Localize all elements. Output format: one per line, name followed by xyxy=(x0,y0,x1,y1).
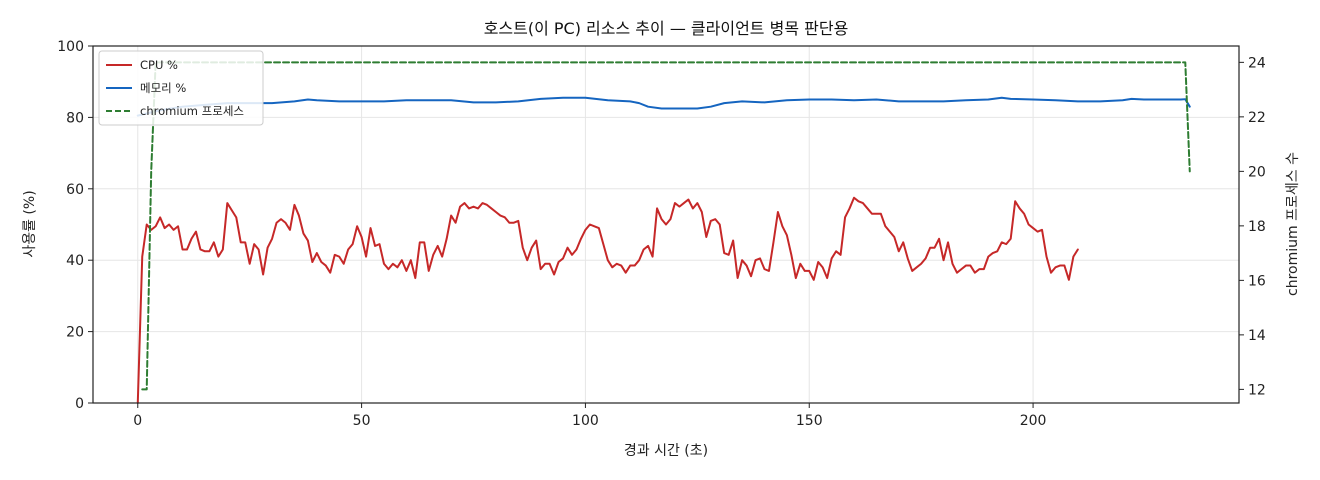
x-axis-title: 경과 시간 (초) xyxy=(624,443,708,459)
legend-box xyxy=(98,50,264,126)
y-right-tick-label: 12 xyxy=(1248,382,1266,398)
y-left-tick-label: 100 xyxy=(57,39,84,55)
y-left-tick-label: 80 xyxy=(66,110,84,126)
y-right-tick-label: 18 xyxy=(1248,219,1266,235)
y-right-tick-label: 24 xyxy=(1248,55,1266,71)
x-tick-label: 200 xyxy=(1020,413,1047,429)
y-left-tick-label: 40 xyxy=(66,253,84,269)
y-left-tick-label: 20 xyxy=(66,325,84,341)
y-right-tick-label: 14 xyxy=(1248,328,1266,344)
series-line-memory xyxy=(136,96,1191,117)
y-left-tick-label: 60 xyxy=(66,182,84,198)
legend-label-memory: 메모리 % xyxy=(140,81,186,95)
legend-label-chromium: chromium 프로세스 xyxy=(140,104,244,118)
series-line-cpu xyxy=(136,196,1079,404)
y-axis-right-title: chromium 프로세스 수 xyxy=(1285,152,1301,296)
y-left-tick-label: 0 xyxy=(75,396,84,412)
x-tick-label: 50 xyxy=(353,413,371,429)
y-axis-left-title: 사용률 (%) xyxy=(22,190,38,257)
series-layer xyxy=(136,61,1191,404)
plot-frame xyxy=(92,45,1240,404)
y-right-tick-label: 20 xyxy=(1248,164,1266,180)
x-tick-label: 0 xyxy=(133,413,142,429)
chart-title: 호스트(이 PC) 리소스 추이 — 클라이언트 병목 판단용 xyxy=(484,19,849,38)
y-right-tick-label: 22 xyxy=(1248,110,1266,126)
legend: CPU % 메모리 % chromium 프로세스 xyxy=(98,50,264,126)
ticks: 0 50 100 150 200 0 20 40 60 80 100 12 14 16 18 20 22 24 xyxy=(57,39,1266,429)
legend-label-cpu: CPU % xyxy=(140,58,178,72)
series-line-chromium xyxy=(141,61,1191,391)
y-right-tick-label: 16 xyxy=(1248,273,1266,289)
x-tick-label: 100 xyxy=(572,413,599,429)
x-tick-label: 150 xyxy=(796,413,823,429)
